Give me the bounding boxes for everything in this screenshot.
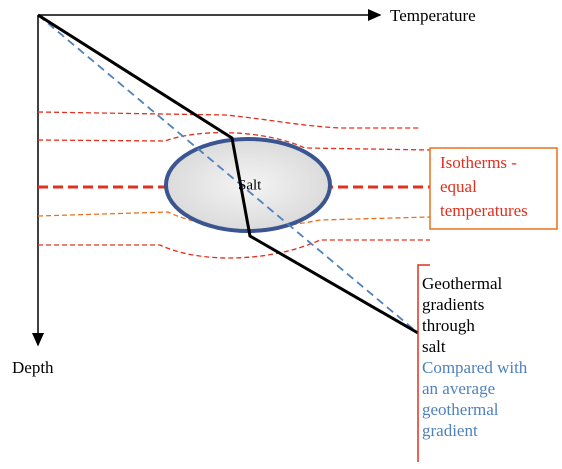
diagram: Temperature Depth Salt Isotherms - equal… xyxy=(0,0,562,469)
depth-label: Depth xyxy=(12,358,54,377)
gradients-text: salt xyxy=(422,337,446,356)
isotherm xyxy=(38,112,420,128)
isotherm xyxy=(38,240,430,258)
page: Temperature Depth Salt Isotherms - equal… xyxy=(0,0,562,469)
average-text: an average xyxy=(422,379,495,398)
average-text: geothermal xyxy=(422,400,499,419)
gradients-text: through xyxy=(422,316,475,335)
average-text: Compared with xyxy=(422,358,528,377)
temperature-label: Temperature xyxy=(390,6,476,25)
gradients-text: Geothermal xyxy=(422,274,503,293)
isotherms-text: temperatures xyxy=(440,201,528,220)
gradients-text: gradients xyxy=(422,295,484,314)
average-text: gradient xyxy=(422,421,478,440)
average-gradient xyxy=(38,15,418,333)
isotherms-text: Isotherms - xyxy=(440,153,517,172)
isotherms-text: equal xyxy=(440,177,477,196)
